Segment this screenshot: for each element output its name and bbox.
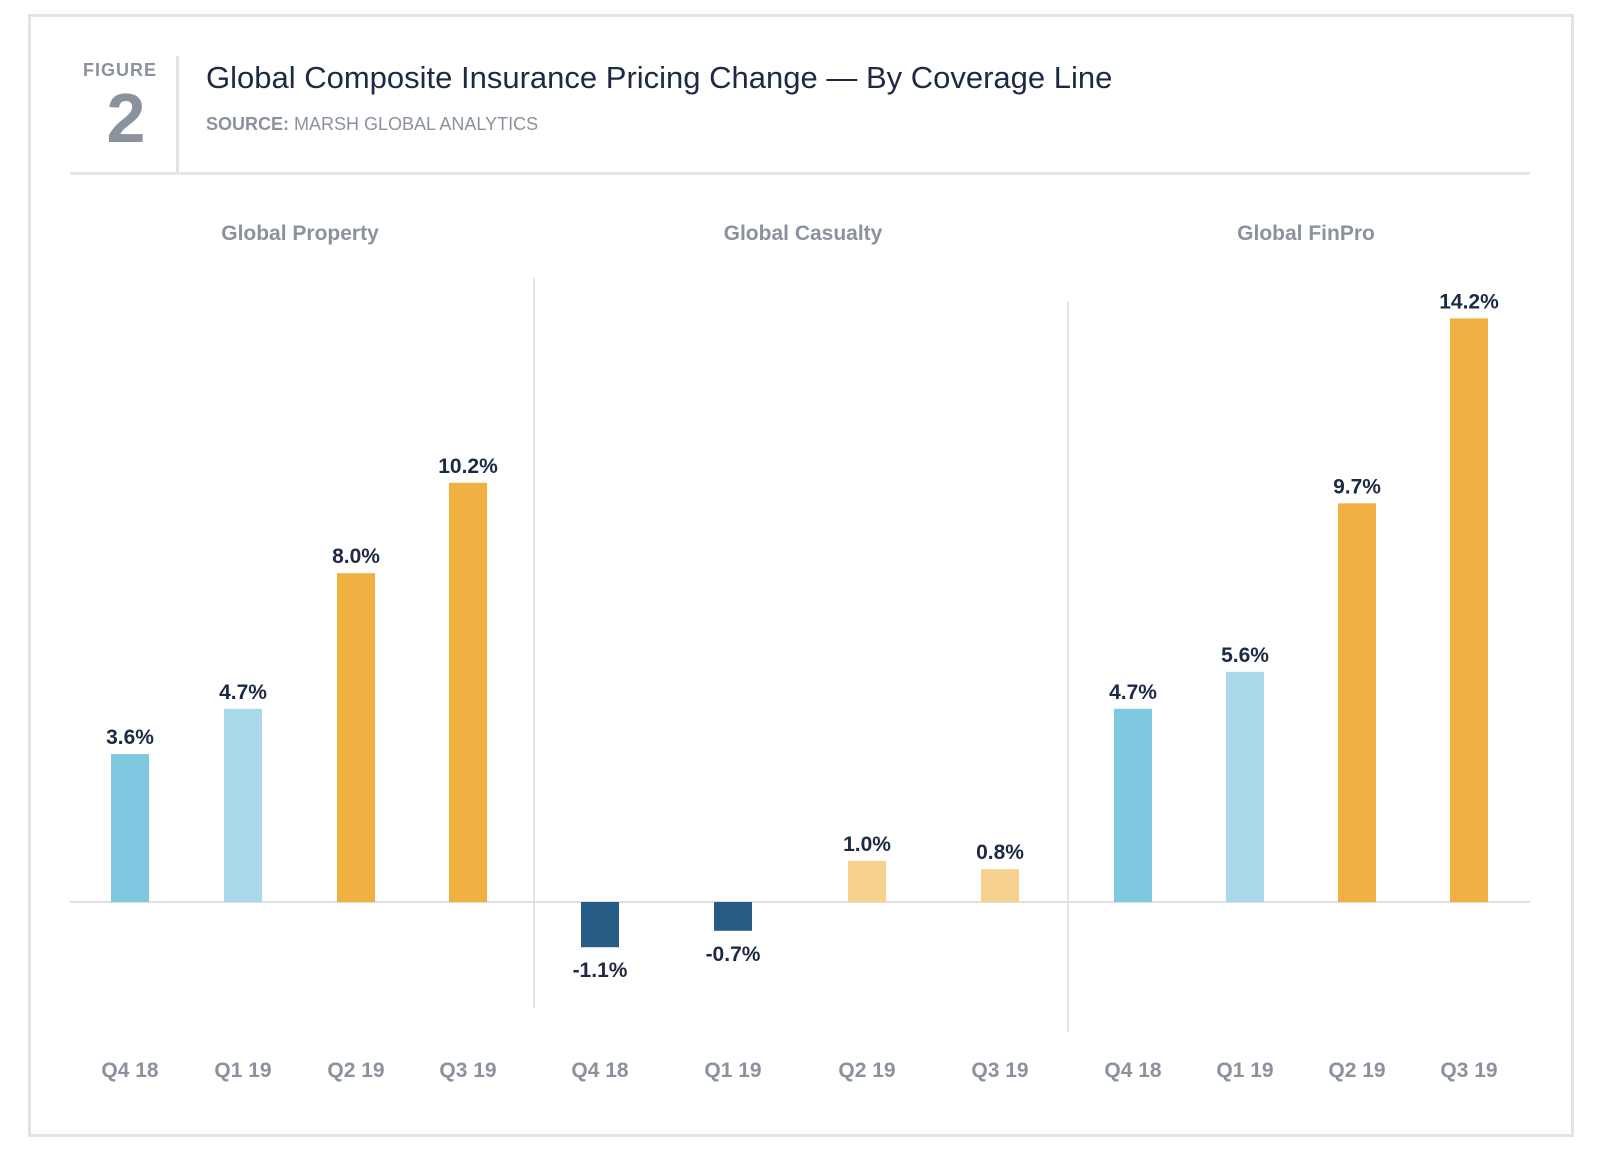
bar	[1338, 503, 1376, 902]
bar	[111, 754, 149, 902]
data-label: 4.7%	[219, 681, 267, 704]
data-label: 3.6%	[106, 726, 154, 749]
data-label: 8.0%	[332, 545, 380, 568]
x-tick-label: Q3 19	[1440, 1059, 1497, 1082]
panel-title-2: Global Casualty	[724, 222, 883, 245]
x-tick-label: Q3 19	[439, 1059, 496, 1082]
source-text: MARSH GLOBAL ANALYTICS	[294, 114, 539, 134]
data-label: 10.2%	[438, 455, 498, 478]
bar	[1450, 318, 1488, 902]
x-tick-label: Q1 19	[214, 1059, 271, 1082]
panel-title-1: Global Property	[221, 222, 379, 245]
x-tick-label: Q4 18	[101, 1059, 159, 1082]
bar	[337, 573, 375, 902]
data-label: 0.8%	[976, 841, 1024, 864]
x-tick-label: Q2 19	[1328, 1059, 1385, 1082]
figure-label: FIGURE	[82, 60, 157, 80]
header-rule	[70, 172, 1530, 175]
x-tick-label: Q1 19	[704, 1059, 761, 1082]
bar	[1114, 708, 1152, 902]
data-label: 1.0%	[843, 833, 891, 856]
bar	[981, 869, 1019, 902]
x-tick-label: Q1 19	[1216, 1059, 1273, 1082]
data-label: 9.7%	[1333, 475, 1381, 498]
figure-number: 2	[106, 79, 146, 157]
bar	[581, 902, 619, 948]
x-tick-label: Q3 19	[971, 1059, 1028, 1082]
x-tick-label: Q4 18	[571, 1059, 629, 1082]
panel-title-3: Global FinPro	[1237, 222, 1375, 245]
data-label: 5.6%	[1221, 644, 1269, 667]
bar	[848, 860, 886, 902]
bar	[714, 902, 752, 931]
data-label: 14.2%	[1439, 290, 1499, 313]
bar	[1226, 671, 1264, 902]
source-label: SOURCE:	[206, 114, 290, 134]
x-tick-label: Q2 19	[838, 1059, 895, 1082]
data-label: -0.7%	[706, 943, 761, 966]
chart-title: Global Composite Insurance Pricing Chang…	[206, 60, 1113, 95]
data-label: 4.7%	[1109, 681, 1157, 704]
header-divider	[176, 56, 179, 174]
x-tick-label: Q4 18	[1104, 1059, 1162, 1082]
x-tick-label: Q2 19	[327, 1059, 384, 1082]
bar	[449, 482, 487, 902]
data-label: -1.1%	[573, 959, 628, 982]
figure-frame	[28, 14, 1574, 1137]
chart-source: SOURCE: MARSH GLOBAL ANALYTICS	[206, 114, 538, 135]
bar	[224, 708, 262, 902]
